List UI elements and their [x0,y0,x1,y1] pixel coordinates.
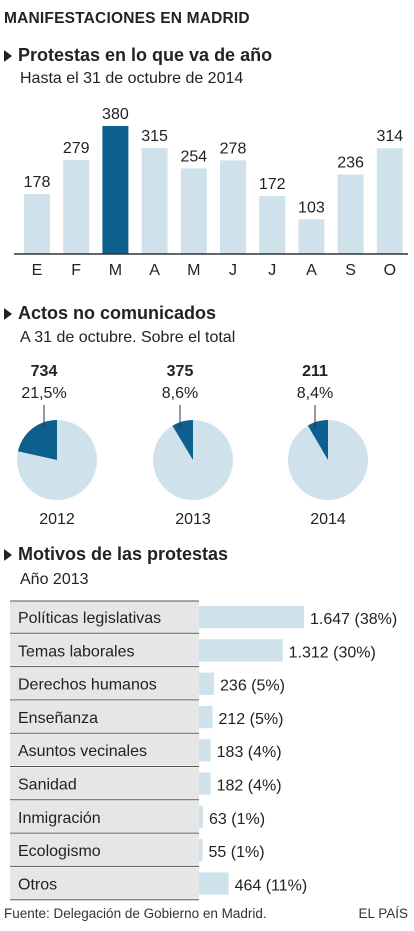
hbar-value-label: 212 (5%) [219,711,284,728]
category-row-background [10,601,199,633]
hbar-8 [199,872,229,895]
motives-title-text: Motivos de las protestas [18,544,229,564]
hbar-5 [199,772,211,795]
bar-0 [24,194,50,254]
pie-percent-label: 8,4% [297,385,333,402]
category-label: Ecologismo [18,843,101,860]
hbar-value-label: 236 (5%) [220,678,285,695]
category-row-background [10,834,199,866]
hbar-value-label: 182 (4%) [217,778,282,795]
bar-value-label: 278 [220,140,247,157]
hbar-1 [199,639,283,662]
kicker-title: MANIFESTACIONES EN MADRID [4,10,250,27]
month-tick-label: M [187,262,200,279]
category-label: Sanidad [18,777,77,794]
month-tick-label: F [71,262,81,279]
pie-count-label: 734 [31,363,58,380]
pie-slice-unannounced [172,420,193,460]
hbar-6 [199,805,204,829]
hbar-value-label: 464 (11%) [235,877,308,894]
unannounced-pie-charts: 734 21,5% 2012 375 8,6% 2013 211 8,4% 2014 [17,363,368,528]
bar-value-label: 279 [63,140,90,157]
pie-year-label: 2014 [310,511,346,528]
month-tick-label: E [32,262,43,279]
motives-horizontal-bar-chart: Políticas legislativas 1.647 (38%) Temas l… [10,600,397,901]
hbar-0 [199,606,304,629]
bar-value-label: 236 [337,155,364,172]
category-label: Temas laborales [18,643,135,660]
bullet-icon [4,548,12,561]
bar-value-label: 380 [102,106,129,123]
category-label: Políticas legislativas [18,610,161,627]
bar-7 [298,219,325,254]
bar-value-label: 314 [376,128,403,145]
pie-year-label: 2012 [39,511,75,528]
month-tick-label: A [149,262,160,279]
month-tick-label: A [306,262,317,279]
month-tick-label: S [345,262,356,279]
motives-section-title: Motivos de las protestas [4,544,228,565]
brand-credit: EL PAÍS [358,906,408,921]
bar-value-label: 315 [141,128,168,145]
hbar-value-label: 183 (4%) [217,744,282,761]
bullet-icon [4,49,12,62]
unannounced-subtitle: A 31 de octubre. Sobre el total [20,329,236,346]
month-tick-label: M [109,262,122,279]
category-row-background [10,634,199,666]
category-label: Inmigración [18,810,101,827]
bar-9 [376,148,403,254]
hbar-4 [199,739,211,762]
hbar-7 [199,839,203,862]
category-label: Enseñanza [18,710,98,727]
protests-section-title: Protestas en lo que va de año [4,45,272,66]
hbar-3 [199,705,213,729]
pie-percent-label: 8,6% [162,385,198,402]
bar-4 [180,168,207,254]
hbar-2 [199,672,215,695]
pie-slice-unannounced [17,420,57,460]
unannounced-title-text: Actos no comunicados [18,303,217,323]
category-label: Asuntos vecinales [18,743,147,760]
category-row-background [10,700,199,733]
category-row-background [10,867,199,899]
pie-year-label: 2013 [175,511,211,528]
bar-value-label: 103 [298,199,325,216]
category-row-background [10,734,199,766]
motives-subtitle: Año 2013 [20,571,89,588]
source-note: Fuente: Delegación de Gobierno en Madrid… [4,906,267,921]
unannounced-section-title: Actos no comunicados [4,303,216,324]
bar-value-label: 254 [180,148,207,165]
pie-count-label: 211 [302,363,328,380]
bar-1 [63,160,90,254]
pie-count-label: 375 [167,363,194,380]
hbar-value-label: 63 (1%) [209,811,265,828]
pie-slice-unannounced [307,420,328,460]
bar-6 [259,196,286,254]
bar-8 [337,174,364,254]
pie-percent-label: 21,5% [21,385,66,402]
hbar-value-label: 1.647 (38%) [310,611,397,628]
month-tick-label: J [229,262,237,279]
protests-subtitle: Hasta el 31 de octubre de 2014 [20,70,244,87]
bar-2 [102,126,129,254]
category-row-background [10,767,199,799]
monthly-protests-bar-chart: 178 E 279 F 380 M 315 A 254 M 278 J 172 J 103 A 236 S 314 O [14,106,408,279]
bar-value-label: 178 [24,174,51,191]
category-row-background [10,800,199,833]
category-label: Otros [18,876,57,893]
category-row-background [10,667,199,699]
month-tick-label: J [268,262,276,279]
hbar-value-label: 1.312 (30%) [289,644,376,661]
bar-5 [220,160,246,254]
bar-value-label: 172 [259,176,286,193]
category-label: Derechos humanos [18,677,157,694]
month-tick-label: O [384,262,396,279]
protests-title-text: Protestas en lo que va de año [18,45,273,65]
hbar-value-label: 55 (1%) [209,844,265,861]
bullet-icon [4,307,12,320]
bar-3 [141,147,168,254]
